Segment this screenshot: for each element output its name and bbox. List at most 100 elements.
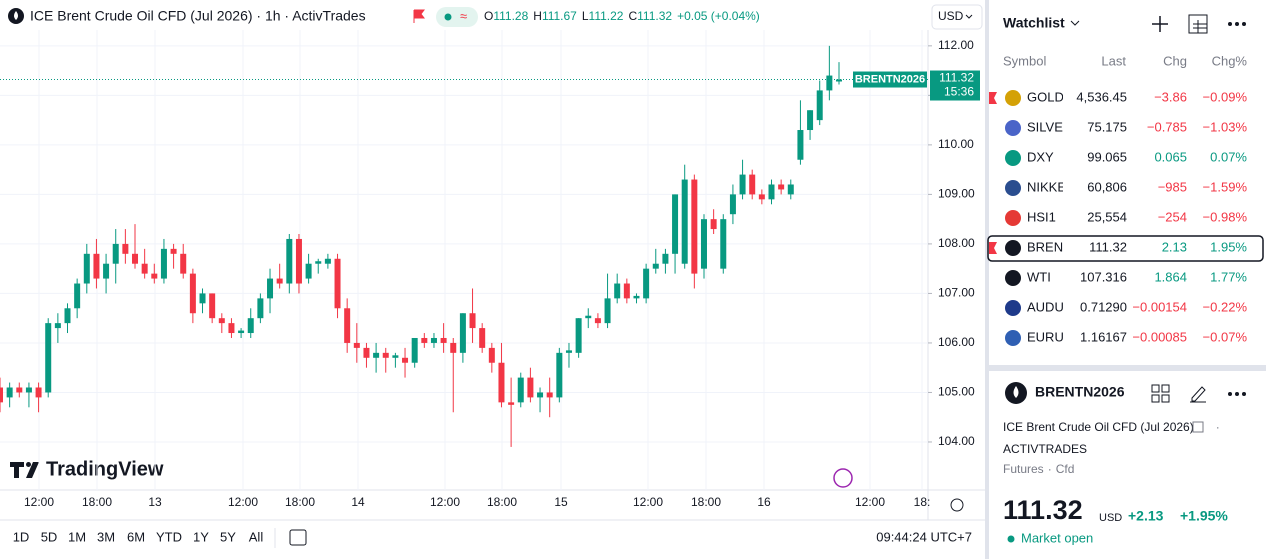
range-button[interactable]: 1Y: [193, 529, 209, 544]
candle-body: [604, 298, 611, 324]
flag: [989, 242, 997, 254]
sub-kind: Cfd: [1056, 462, 1075, 476]
watchlist-row[interactable]: NIKKEI 60,806 −985 −1.59%: [1027, 179, 1247, 194]
watchlist-row[interactable]: GOLD 4,536.45 −3.86 −0.09%: [1027, 89, 1247, 104]
settings-icon[interactable]: [950, 498, 964, 512]
candle-body: [267, 278, 274, 299]
x-tick-label: 18:00: [82, 495, 112, 509]
range-button[interactable]: 1M: [68, 529, 86, 544]
candle-body: [74, 283, 81, 309]
range-button[interactable]: 3M: [97, 529, 115, 544]
change-pct: −0.07%: [1203, 329, 1248, 344]
symbol-icon: [1005, 120, 1021, 136]
candle-body: [199, 293, 206, 304]
y-tick-label: 112.00: [938, 38, 974, 52]
x-tick-label: 12:00: [24, 495, 54, 509]
chart-title: ICE Brent Crude Oil CFD (Jul 2026) · 1h …: [30, 8, 366, 24]
watchlist-row[interactable]: BRENT 111.32 2.13 1.95%: [1027, 239, 1247, 254]
candle-body: [681, 179, 688, 264]
panel-divider: [985, 0, 989, 559]
candle-body: [324, 258, 331, 264]
range-button[interactable]: 6M: [127, 529, 145, 544]
range-button[interactable]: 5Y: [220, 529, 236, 544]
symbol-tag-label: BRENTN2026: [855, 73, 925, 85]
candle-body: [836, 79, 842, 82]
status-pill[interactable]: [436, 7, 478, 27]
candle-body: [141, 263, 148, 274]
change-pct: −0.09%: [1203, 89, 1248, 104]
selected-row: [987, 235, 1264, 262]
event-icon[interactable]: [833, 468, 853, 488]
x-tick-label: 12:00: [430, 495, 460, 509]
details-kind: Futures · Cfd: [1003, 462, 1074, 476]
kind: Futures: [1003, 462, 1044, 476]
flag: [413, 9, 425, 23]
details-symbol: BRENTN2026: [1035, 384, 1125, 400]
last: 0.71290: [1080, 299, 1127, 314]
watchlist-row[interactable]: SILVER 75.175 −0.785 −1.03%: [1027, 119, 1247, 134]
x-tick-label: 18:00: [487, 495, 517, 509]
more-icon[interactable]: [1228, 392, 1246, 396]
range-button[interactable]: 1D: [13, 529, 30, 544]
x-tick-label: 12:00: [855, 495, 885, 509]
x-tick-label: 14: [351, 495, 365, 509]
description: ICE Brent Crude Oil CFD (Jul 2026): [1003, 420, 1194, 434]
grid-icon[interactable]: [1151, 384, 1170, 403]
more-icon[interactable]: [1228, 22, 1246, 26]
x-tick-label: 15: [554, 495, 568, 509]
symbol: NIKKEI: [1027, 179, 1070, 194]
candle-body: [35, 387, 42, 398]
link-icon[interactable]: [1192, 421, 1204, 433]
watchlist-row[interactable]: DXY 99.065 0.065 0.07%: [1027, 149, 1247, 164]
candle-body: [54, 323, 61, 329]
range-button[interactable]: All: [249, 529, 264, 544]
candle-body: [402, 357, 409, 363]
y-tick-label: 106.00: [938, 335, 975, 349]
candle-body: [170, 248, 177, 254]
edit-icon[interactable]: [1190, 386, 1206, 403]
currency-button[interactable]: [931, 4, 983, 30]
candle-body: [257, 298, 264, 319]
candle-body: [488, 347, 495, 363]
exchange: ACTIVTRADES: [1003, 442, 1087, 456]
watchlist-row[interactable]: WTI 107.316 1.864 1.77%: [1027, 269, 1247, 284]
y-tick-label: 109.00: [938, 187, 975, 201]
candle-body: [276, 278, 283, 284]
candle-body: [421, 337, 428, 343]
column-header: Chg: [1163, 53, 1187, 68]
drop-icon: [1013, 386, 1019, 398]
x-tick-label: 18:00: [691, 495, 721, 509]
candle-body: [132, 253, 139, 264]
price-tag-label: 111.32: [939, 71, 974, 85]
add-icon[interactable]: [1152, 16, 1168, 32]
column-header: Chg%: [1212, 53, 1248, 68]
candle-body: [575, 318, 582, 353]
candle-body: [209, 293, 216, 319]
range-button[interactable]: YTD: [156, 529, 182, 544]
symbol: BRENT: [1027, 239, 1071, 254]
candle-body: [498, 362, 505, 403]
countdown: 15:36: [944, 85, 974, 99]
ohlc-legend: O111.28 H111.67 L111.22 C111.32 +0.05 (+0.04…: [484, 9, 760, 23]
candle-body: [83, 253, 90, 284]
dot: ·: [1048, 462, 1052, 476]
range-button[interactable]: 5D: [41, 529, 58, 544]
candle-body: [643, 268, 650, 299]
change: −0.00154: [1132, 299, 1187, 314]
details-change-pct: +1.95%: [1180, 508, 1228, 524]
price-tag: [930, 70, 980, 101]
calendar-icon[interactable]: [289, 529, 307, 546]
candle-body: [797, 130, 804, 160]
watchlist-title[interactable]: Watchlist: [1003, 15, 1065, 31]
status-wave: ≈: [460, 8, 467, 23]
candle-body: [672, 194, 679, 254]
candle-body: [228, 323, 235, 334]
x-tick-label: 12:00: [228, 495, 258, 509]
candle-body: [546, 392, 553, 398]
last: 25,554: [1087, 209, 1127, 224]
candle-body: [344, 308, 351, 343]
watchlist-row[interactable]: HSI1 25,554 −254 −0.98%: [1027, 209, 1247, 224]
